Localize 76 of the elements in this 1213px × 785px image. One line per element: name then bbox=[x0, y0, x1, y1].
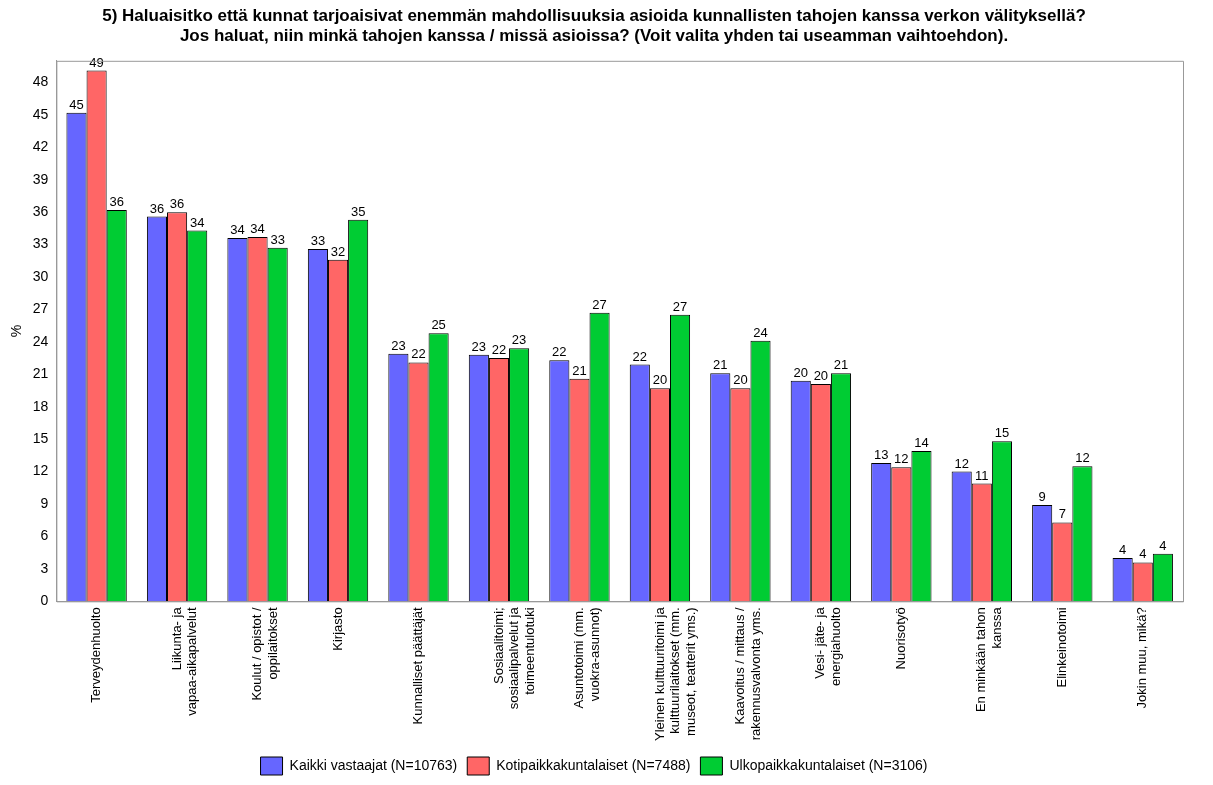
data-label: 4 bbox=[1139, 546, 1147, 562]
data-label: 15 bbox=[994, 425, 1010, 441]
y-tick-label: 30 bbox=[32, 267, 49, 284]
data-label: 12 bbox=[894, 451, 909, 467]
x-tick-label: En minkään tahon kanssa bbox=[973, 606, 1004, 713]
data-label: 20 bbox=[793, 364, 808, 380]
y-tick-label: 33 bbox=[32, 235, 49, 252]
data-label: 25 bbox=[431, 317, 446, 333]
y-tick-label: 48 bbox=[32, 73, 49, 90]
data-label: 21 bbox=[713, 357, 728, 373]
data-label: 34 bbox=[189, 214, 205, 230]
data-label: 12 bbox=[954, 455, 969, 471]
x-tick-label: Kunnalliset päättäjät bbox=[410, 606, 426, 725]
data-label: 45 bbox=[69, 96, 84, 112]
data-label: 36 bbox=[169, 196, 185, 212]
legend-label: Kaikki vastaajat (N=10763) bbox=[289, 756, 458, 773]
data-label: 21 bbox=[833, 357, 849, 373]
data-label: 23 bbox=[511, 332, 527, 348]
data-label: 27 bbox=[672, 298, 688, 314]
x-tick-label: Kaavoitus / mittaus / rakennusvalvonta yms. bbox=[731, 606, 763, 741]
x-tick-label: Asuntotoimi (mm. vuokra-asunnot) bbox=[571, 607, 602, 709]
legend-label: Ulkopaikkakuntalaiset (N=3106) bbox=[729, 756, 928, 773]
y-tick-label: 9 bbox=[40, 494, 49, 511]
y-tick-label: 36 bbox=[32, 203, 49, 220]
y-tick-label: 39 bbox=[32, 170, 49, 187]
y-tick-label: 18 bbox=[32, 397, 49, 414]
data-label: 4 bbox=[1119, 542, 1127, 558]
data-label: 20 bbox=[733, 372, 748, 388]
data-label: 33 bbox=[270, 231, 285, 247]
data-label: 9 bbox=[1038, 489, 1046, 505]
data-label: 23 bbox=[391, 337, 406, 353]
data-label: 22 bbox=[632, 348, 648, 364]
data-label: 32 bbox=[330, 243, 346, 259]
data-label: 7 bbox=[1058, 506, 1066, 522]
data-label: 36 bbox=[149, 200, 165, 216]
data-label: 12 bbox=[1075, 450, 1090, 466]
x-tick-label: Elinkeinotoimi bbox=[1053, 607, 1069, 688]
y-tick-label: 15 bbox=[32, 430, 49, 447]
y-tick-label: 42 bbox=[32, 138, 49, 155]
x-tick-label: Terveydenhuolto bbox=[88, 607, 104, 703]
legend-label: Kotipaikkakuntalaiset (N=7488) bbox=[496, 756, 691, 773]
data-label: 13 bbox=[873, 447, 889, 463]
y-tick-label: 24 bbox=[32, 332, 49, 349]
y-tick-label: 3 bbox=[40, 559, 49, 576]
data-label: 14 bbox=[914, 435, 929, 451]
y-tick-label: 0 bbox=[40, 592, 49, 609]
data-label: 35 bbox=[350, 203, 366, 219]
x-tick-label: Yleinen kulttuuritoimi ja kulttuurilaitokset (mm. museot, teatterit yms.) bbox=[651, 606, 698, 742]
x-tick-label: Liikunta- ja vapaa-aikapalvelut bbox=[168, 606, 200, 716]
data-label: 4 bbox=[1159, 537, 1167, 553]
y-tick-label: 45 bbox=[32, 105, 49, 122]
x-tick-label: Kirjasto bbox=[329, 607, 345, 651]
data-label: 11 bbox=[975, 467, 989, 483]
data-label: 20 bbox=[652, 372, 668, 388]
data-label: 49 bbox=[89, 54, 104, 70]
data-label: 22 bbox=[411, 346, 426, 362]
data-label: 21 bbox=[572, 362, 587, 378]
y-tick-label: 27 bbox=[32, 300, 49, 317]
data-label: 34 bbox=[230, 222, 245, 238]
y-tick-label: 12 bbox=[32, 462, 49, 479]
data-label: 24 bbox=[753, 324, 768, 340]
x-tick-label: Nuorisotyö bbox=[892, 607, 908, 670]
data-label: 20 bbox=[813, 368, 829, 384]
y-axis-title: % bbox=[8, 324, 25, 338]
data-label: 34 bbox=[250, 221, 265, 237]
data-label: 22 bbox=[552, 344, 567, 360]
y-tick-label: 21 bbox=[32, 365, 49, 382]
x-tick-label: Jokin muu, mikä? bbox=[1134, 607, 1150, 709]
data-label: 23 bbox=[471, 338, 487, 354]
data-label: 22 bbox=[491, 342, 507, 358]
chart-title: 5) Haluaisitko että kunnat tarjoaisivat enemmän mahdollisuuksia asioida kunnallisten tahojen kanssa verkon välityksellä? Jos haluat, niin minkä tahojen kanssa / missä asioissa? (Voit valita yhden tai useamman vaihtoehdon). bbox=[102, 5, 1086, 46]
x-tick-label: Sosiaalitoimi; sosiaalipalvelut ja toimeentulotuki bbox=[490, 606, 537, 710]
data-label: 33 bbox=[310, 232, 326, 248]
data-label: 27 bbox=[592, 296, 607, 312]
y-tick-label: 6 bbox=[40, 527, 49, 544]
data-label: 36 bbox=[109, 194, 124, 210]
